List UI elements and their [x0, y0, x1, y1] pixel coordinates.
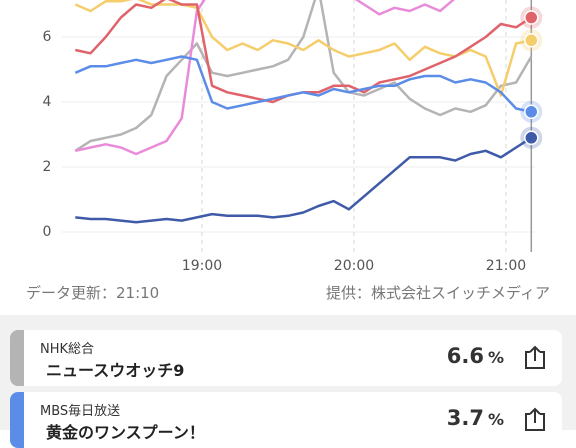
end-dot: [524, 33, 539, 48]
program-name: ニュースウオッチ9: [46, 361, 185, 380]
channel-stripe: [10, 330, 24, 386]
y-tick-label: 4: [43, 94, 52, 110]
rating-value: 3.7: [446, 406, 484, 430]
channel-name: MBS毎日放送: [40, 404, 121, 419]
rating-unit: %: [487, 410, 504, 429]
program-card: NHK総合ニュースウオッチ9 6.6%: [10, 330, 562, 386]
program-card: MBS毎日放送黄金のワンスプーン！ 3.7%: [10, 392, 562, 448]
channel-stripe: [10, 392, 24, 448]
share-icon: [525, 407, 545, 431]
end-dot: [524, 104, 539, 120]
series-line: [75, 0, 455, 156]
y-tick-label: 2: [43, 159, 52, 175]
rating-value: 6.6: [446, 344, 484, 368]
series-line: [75, 136, 532, 224]
plot-area: [74, 0, 533, 224]
series-line: [74, 55, 532, 114]
rating: 6.6%: [447, 344, 504, 368]
y-tick-label: 0: [43, 224, 52, 240]
x-tick-label: 20:00: [334, 258, 374, 274]
rating: 3.7%: [447, 406, 504, 430]
y-tick-label: 6: [43, 29, 52, 45]
end-dot: [524, 130, 539, 146]
end-dot: [524, 10, 539, 25]
data-source: 提供：株式会社スイッチメディア: [326, 284, 550, 302]
x-tick-label: 21:00: [486, 258, 526, 274]
share-button[interactable]: [522, 406, 548, 432]
series-line: [74, 0, 533, 152]
chart: 0 2 4 6 19:00 20:00 21:00: [43, 0, 543, 274]
channel-name: NHK総合: [40, 342, 95, 357]
x-tick-label: 19:00: [182, 258, 222, 274]
rating-unit: %: [487, 348, 504, 367]
update-time: データ更新：21:10: [26, 284, 160, 302]
share-button[interactable]: [522, 344, 548, 370]
program-name: 黄金のワンスプーン！: [46, 423, 205, 442]
share-icon: [525, 345, 545, 369]
program-list: NHK総合ニュースウオッチ9 6.6% MBS毎日放送黄金のワンスプーン！ 3.7%: [0, 315, 576, 448]
